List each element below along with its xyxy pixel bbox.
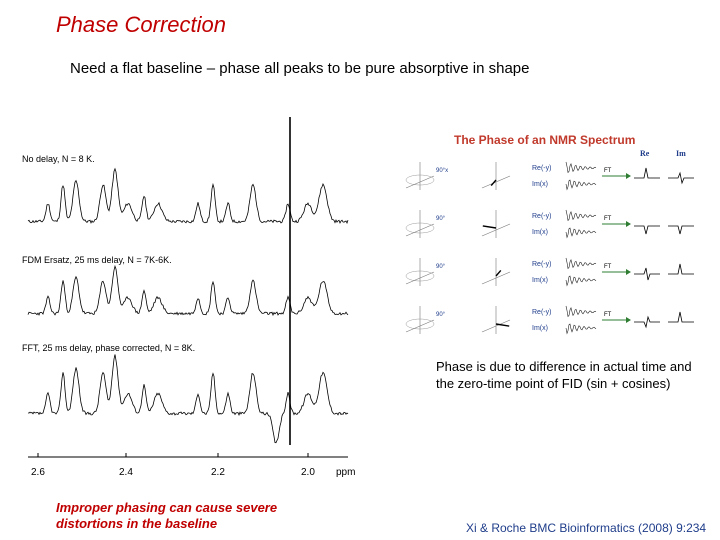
- x-tick-label: 2.6: [31, 467, 45, 478]
- lineshape: [634, 315, 660, 329]
- nmr-row: 90° Re(-y) Im(x) FT: [405, 257, 694, 287]
- trace-label-fdm: FDM Ersatz, 25 ms delay, N = 7K-6K.: [22, 255, 172, 265]
- col-header-im: Im: [676, 149, 686, 158]
- x-tick-label: 2.4: [119, 467, 133, 478]
- col-header-re: Re: [640, 149, 650, 158]
- ft-label: FT: [604, 168, 612, 174]
- im-label: Im(x): [532, 325, 548, 332]
- x-tick-label: 2.0: [301, 467, 315, 478]
- re-label: Re(-y): [532, 309, 551, 316]
- x-axis-ticks: 2.6 2.4 2.2 2.0: [31, 453, 315, 478]
- baseline-warning: Improper phasing can cause severe distor…: [56, 500, 278, 531]
- fid-signal: [565, 323, 597, 335]
- nmr-row: 90° Re(-y) Im(x) FT: [405, 305, 694, 335]
- nmr-phase-diagram: The Phase of an NMR Spectrum Re Im 90°x R…: [405, 133, 694, 335]
- x-axis-unit: ppm: [336, 467, 355, 478]
- fid-signal: [565, 209, 597, 222]
- phase-explanation: Phase is due to difference in actual tim…: [436, 359, 692, 391]
- pulse-angle: 90°x: [436, 168, 448, 174]
- ft-label: FT: [604, 312, 612, 318]
- re-label: Re(-y): [532, 165, 551, 172]
- pulse-angle: 90°: [436, 216, 446, 222]
- fid-signal: [565, 161, 597, 174]
- fid-signal: [565, 275, 597, 287]
- lineshape: [668, 263, 694, 275]
- lineshape: [668, 225, 694, 235]
- lineshape: [668, 311, 694, 323]
- pulse-angle: 90°: [436, 312, 446, 318]
- x-tick-label: 2.2: [211, 467, 225, 478]
- fid-signal: [565, 257, 597, 270]
- spectrum-traces: [27, 117, 349, 445]
- nmr-row: 90°x Re(-y) Im(x) FT: [405, 161, 694, 191]
- lineshape: [668, 171, 694, 185]
- ft-label: FT: [604, 264, 612, 270]
- nmr-spectra-figure: No delay, N = 8 K. FDM Ersatz, 25 ms del…: [22, 117, 355, 478]
- lineshape: [634, 267, 660, 281]
- im-label: Im(x): [532, 181, 548, 188]
- fid-signal: [565, 179, 597, 191]
- nmr-diagram-title: The Phase of an NMR Spectrum: [454, 133, 635, 147]
- lineshape: [634, 167, 660, 179]
- trace-fft: [27, 354, 349, 444]
- re-label: Re(-y): [532, 261, 551, 268]
- slide-title: Phase Correction: [56, 12, 226, 37]
- lineshape: [634, 225, 660, 235]
- pulse-angle: 90°: [436, 264, 446, 270]
- trace-label-fft: FFT, 25 ms delay, phase corrected, N = 8…: [22, 343, 195, 353]
- slide-subtitle: Need a flat baseline – phase all peaks t…: [70, 60, 530, 77]
- im-label: Im(x): [532, 277, 548, 284]
- ft-label: FT: [604, 216, 612, 222]
- re-label: Re(-y): [532, 213, 551, 220]
- nmr-row: 90° Re(-y) Im(x) FT: [405, 209, 694, 239]
- trace-no-delay: [27, 167, 349, 225]
- trace-label-no-delay: No delay, N = 8 K.: [22, 154, 95, 164]
- trace-fdm: [27, 264, 349, 317]
- fid-signal: [565, 227, 597, 239]
- citation: Xi & Roche BMC Bioinformatics (2008) 9:2…: [466, 521, 707, 535]
- nmr-diagram-rows: 90°x Re(-y) Im(x) FT 90° Re(-y) Im(x) FT 90° Re(-…: [405, 161, 694, 335]
- fid-signal: [565, 305, 597, 318]
- im-label: Im(x): [532, 229, 548, 236]
